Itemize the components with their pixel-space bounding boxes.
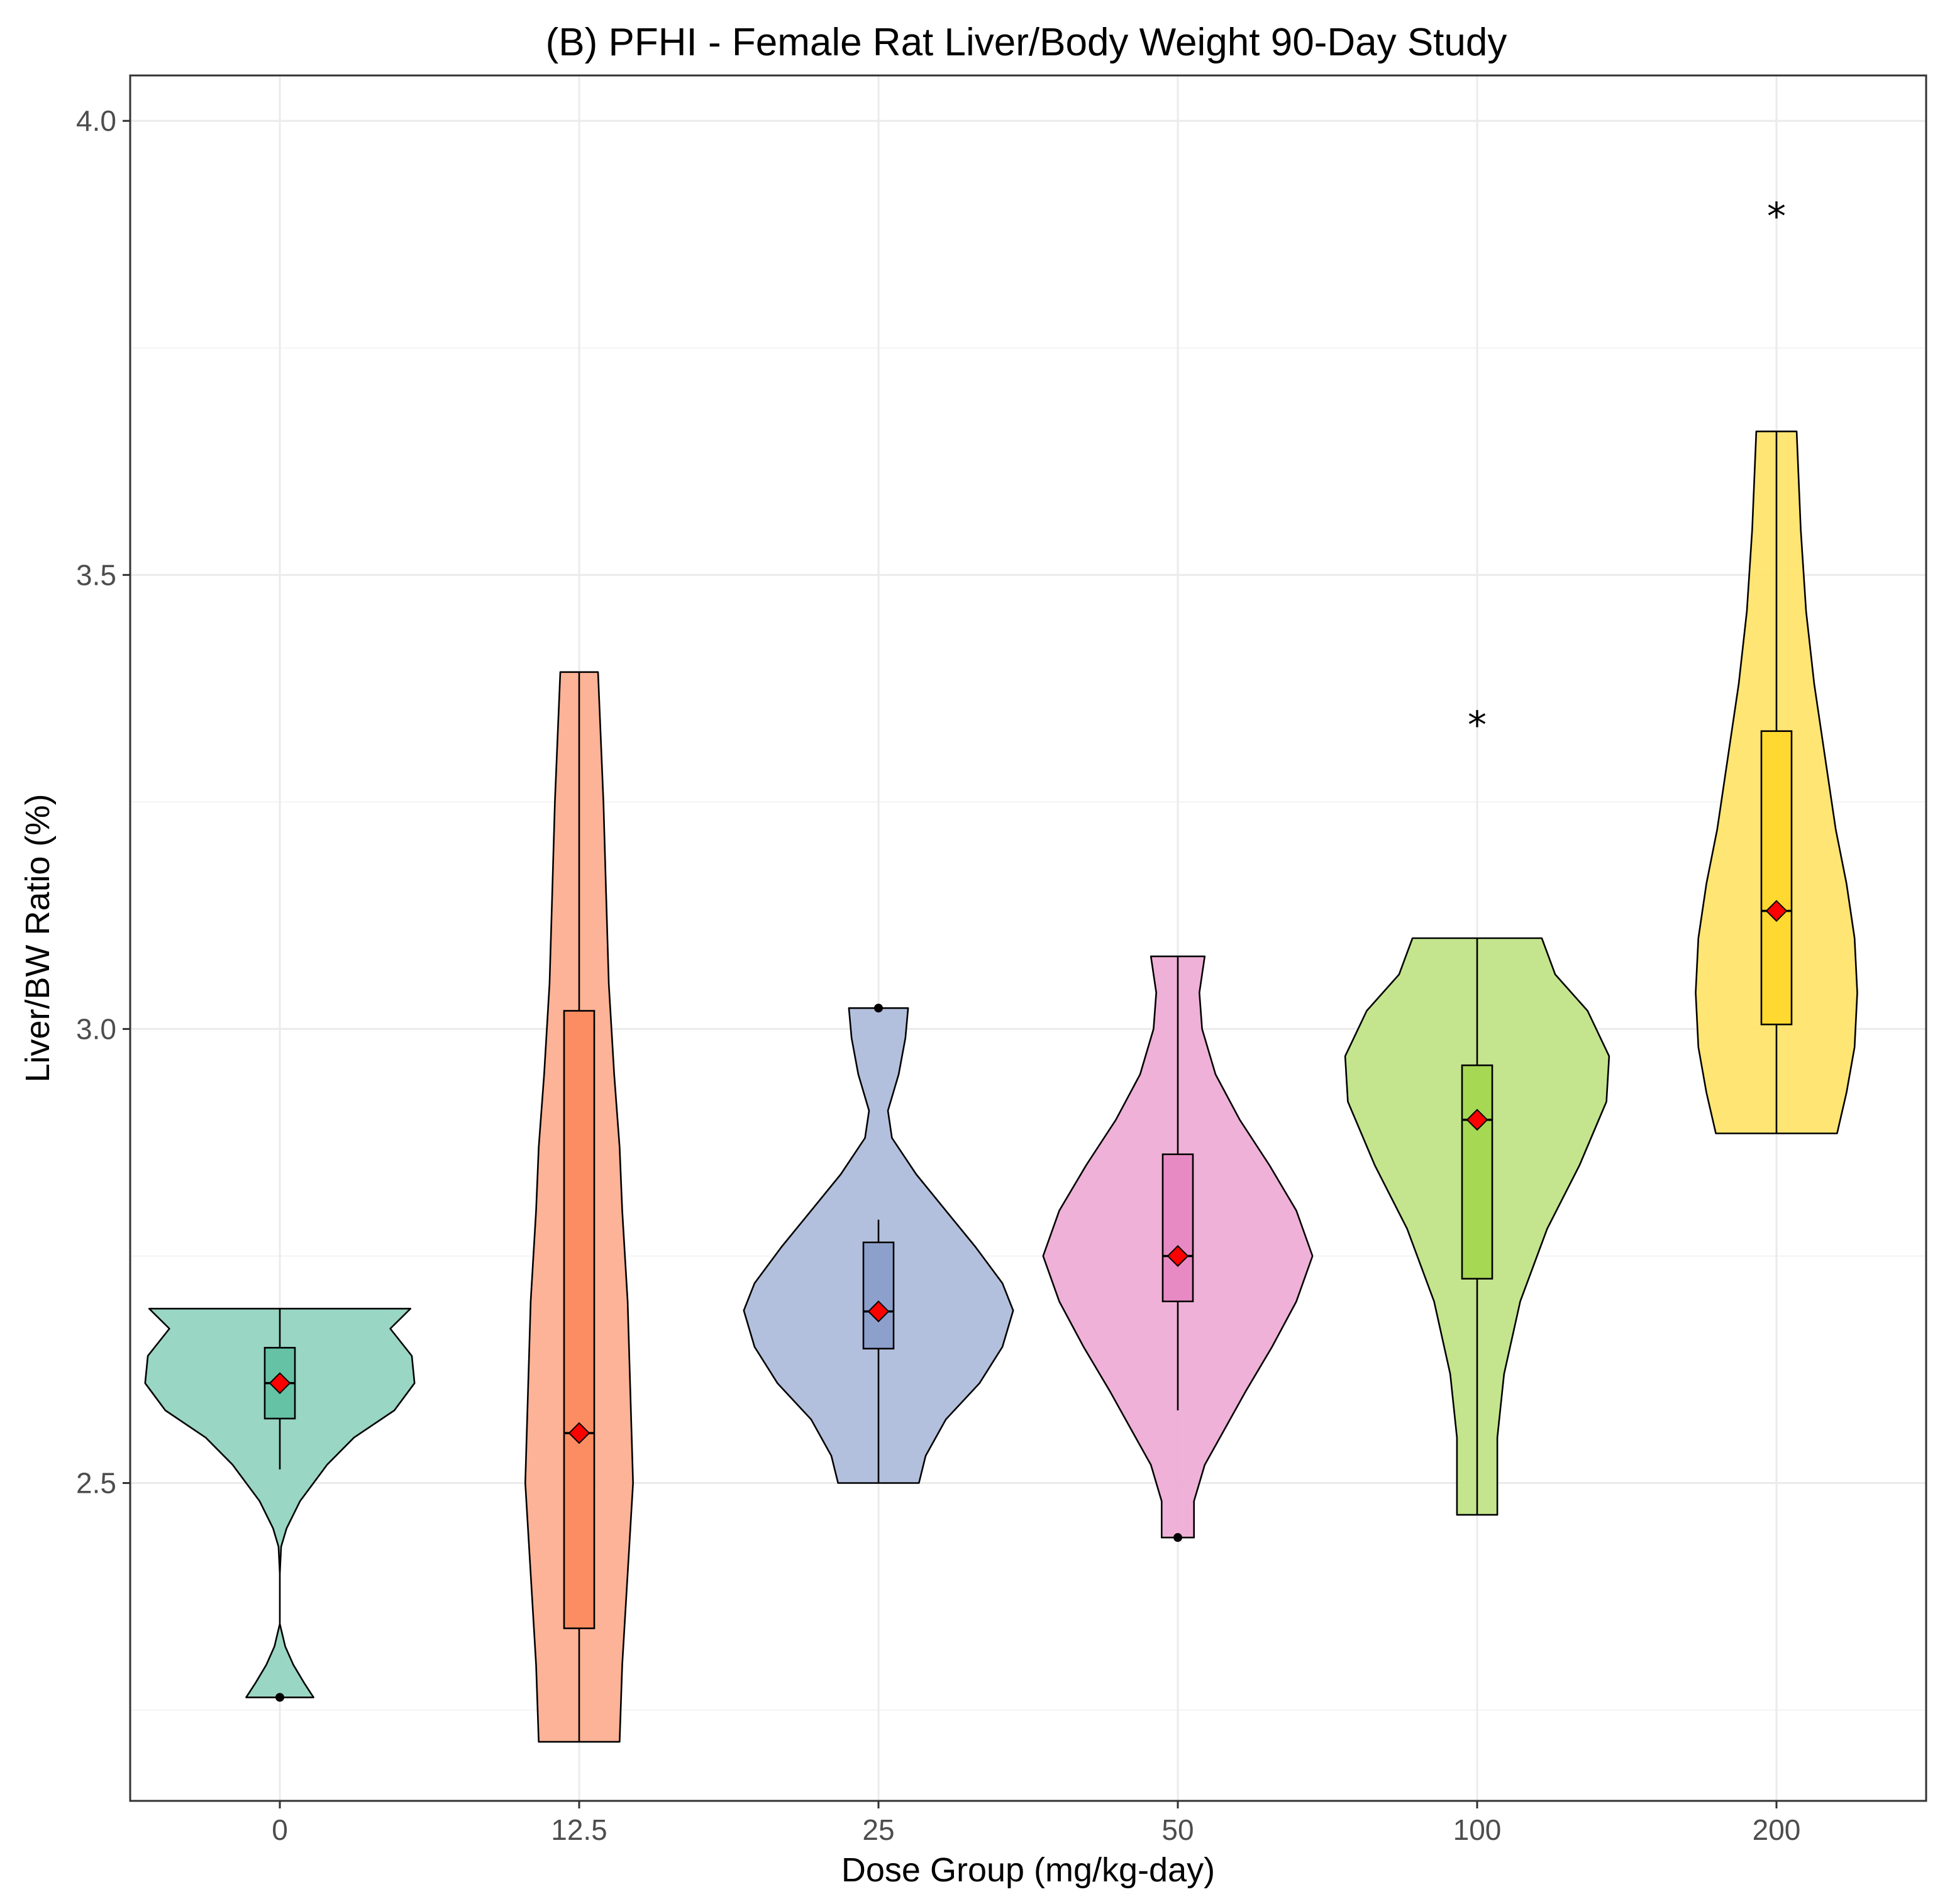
violin-group-25 bbox=[743, 1004, 1014, 1484]
y-tick-label: 3.0 bbox=[76, 1012, 116, 1045]
x-tick-label: 25 bbox=[862, 1813, 894, 1846]
chart-title: (B) PFHI - Female Rat Liver/Body Weight … bbox=[546, 21, 1507, 64]
y-tick-label: 4.0 bbox=[76, 104, 116, 137]
violin-group-50 bbox=[1042, 955, 1314, 1542]
x-tick-label: 200 bbox=[1753, 1813, 1801, 1846]
violin-group-200: * bbox=[1695, 195, 1858, 1134]
box-100 bbox=[1461, 1064, 1493, 1280]
box-200 bbox=[1760, 730, 1793, 1026]
box-12.5 bbox=[563, 1010, 596, 1629]
y-tick-label: 3.5 bbox=[76, 558, 116, 591]
violin-0 bbox=[144, 1307, 416, 1698]
outlier-point bbox=[1173, 1533, 1182, 1542]
outlier-point bbox=[275, 1693, 284, 1702]
significance-marker: * bbox=[1767, 195, 1786, 239]
box-25 bbox=[862, 1241, 895, 1350]
x-tick-label: 100 bbox=[1453, 1813, 1502, 1846]
y-tick-label: 2.5 bbox=[76, 1467, 116, 1500]
x-tick-label: 50 bbox=[1161, 1813, 1194, 1846]
x-axis-title: Dose Group (mg/kg-day) bbox=[841, 1851, 1215, 1889]
violin-group-0 bbox=[144, 1307, 416, 1702]
mean-marker bbox=[568, 1422, 590, 1444]
mean-marker bbox=[1765, 900, 1788, 922]
box-50 bbox=[1161, 1153, 1194, 1302]
outlier-point bbox=[874, 1004, 883, 1013]
mean-marker bbox=[1466, 1109, 1488, 1131]
violin-group-12.5 bbox=[524, 671, 634, 1743]
x-tick-label: 0 bbox=[272, 1813, 288, 1846]
mean-marker bbox=[867, 1300, 890, 1322]
panel-border bbox=[129, 74, 1927, 1802]
y-axis-title: Liver/BW Ratio (%) bbox=[19, 794, 57, 1082]
mean-marker bbox=[1166, 1245, 1189, 1267]
mean-marker bbox=[269, 1372, 291, 1395]
violins: ** bbox=[144, 195, 1858, 1743]
violin-group-100: * bbox=[1344, 703, 1610, 1516]
axes: 2.5 3.0 3.5 4.0 0 12.5 25 50 100 200 bbox=[76, 104, 1800, 1846]
x-tick-label: 12.5 bbox=[551, 1813, 607, 1846]
significance-marker: * bbox=[1468, 703, 1487, 747]
